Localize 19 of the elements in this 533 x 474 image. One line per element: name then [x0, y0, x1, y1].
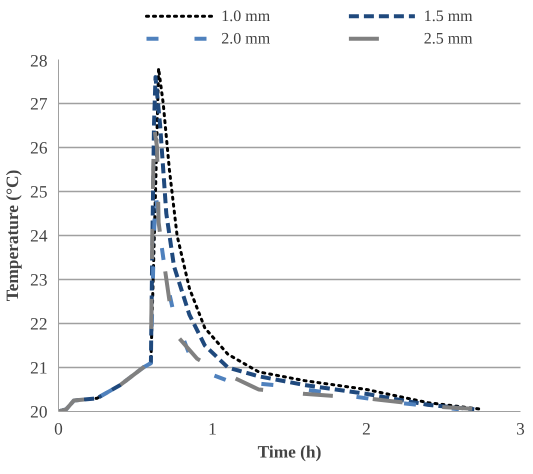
- legend-label: 2.5 mm: [424, 30, 474, 48]
- y-axis-title: Temperature (°C): [3, 169, 22, 302]
- legend-label: 1.0 mm: [221, 8, 271, 25]
- y-tick-label: 22: [30, 314, 48, 334]
- y-tick-label: 21: [30, 358, 48, 378]
- y-tick-label: 25: [30, 182, 48, 202]
- x-tick-label: 2: [362, 420, 371, 438]
- x-tick-label: 3: [516, 420, 525, 438]
- y-tick-label: 20: [30, 402, 48, 422]
- y-tick-label: 28: [30, 52, 48, 70]
- y-tick-label: 26: [30, 138, 48, 158]
- x-axis-title: Time (h): [258, 442, 322, 462]
- legend-label: 1.5 mm: [424, 8, 474, 25]
- legend-label: 2.0 mm: [221, 30, 271, 48]
- y-tick-label: 23: [30, 270, 48, 290]
- x-tick-label: 0: [54, 420, 63, 438]
- x-tick-label: 1: [208, 420, 217, 438]
- y-tick-label: 24: [30, 226, 48, 246]
- y-tick-label: 27: [30, 94, 48, 114]
